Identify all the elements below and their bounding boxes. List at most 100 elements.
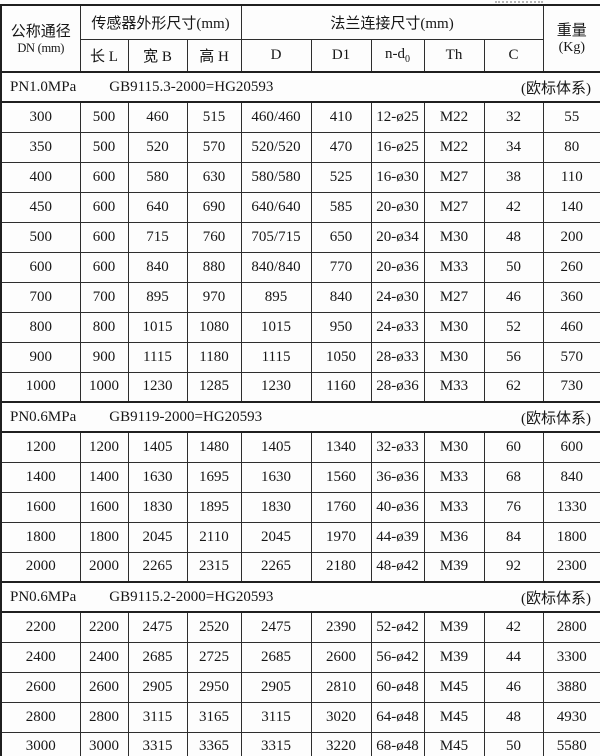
cell-b: 2045 (127, 521, 188, 553)
section-header-row: PN0.6MPa GB9119-2000=HG20593 (欧标体系) (0, 401, 600, 433)
cell-c: 76 (483, 491, 544, 523)
pressure-rating-label: PN0.6MPa (10, 408, 77, 425)
table-row: 1200 1200 1405 1480 1405 1340 32-ø33 M30 60 600 (0, 431, 600, 463)
cell-h: 1895 (186, 491, 242, 523)
cell-l: 2600 (79, 671, 129, 703)
table-row: 400 600 580 630 580/580 525 16-ø30 M27 38 110 (0, 161, 600, 193)
cell-dn: 700 (0, 281, 81, 313)
standard-code-label: GB9119-2000=HG20593 (109, 408, 263, 425)
cell-th: M22 (423, 131, 485, 163)
cell-d1: 2180 (310, 551, 372, 583)
cell-l: 600 (79, 191, 129, 223)
cell-d: 705/715 (240, 221, 312, 253)
cell-b: 1015 (127, 311, 188, 343)
cell-d1: 470 (310, 131, 372, 163)
cell-nd0: 24-ø33 (370, 311, 425, 343)
cell-th: M30 (423, 341, 485, 373)
cell-d: 580/580 (240, 161, 312, 193)
cell-b: 2905 (127, 671, 188, 703)
cell-dn: 2200 (0, 611, 81, 643)
col-group-sensor-dimensions: 传感器外形尺寸(mm) (79, 4, 242, 40)
cell-kg: 570 (542, 341, 600, 373)
cell-d1: 3020 (310, 701, 372, 733)
cell-b: 715 (127, 221, 188, 253)
cell-kg: 110 (542, 161, 600, 193)
table-header: 公称通径 DN (mm) 传感器外形尺寸(mm) 法兰连接尺寸(mm) 重量 (… (0, 4, 600, 73)
table-row: 600 600 840 880 840/840 770 20-ø36 M33 50 260 (0, 251, 600, 283)
table-row: 700 700 895 970 895 840 24-ø30 M27 46 360 (0, 281, 600, 313)
cell-th: M30 (423, 431, 485, 463)
cell-b: 1115 (127, 341, 188, 373)
section-header-row: PN0.6MPa GB9115.2-2000=HG20593 (欧标体系) (0, 581, 600, 613)
cell-d: 2265 (240, 551, 312, 583)
cell-nd0: 64-ø48 (370, 701, 425, 733)
dn-unit: DN (mm) (17, 40, 65, 55)
cell-th: M39 (423, 611, 485, 643)
cell-d: 895 (240, 281, 312, 313)
cell-c: 52 (483, 311, 544, 343)
section-header-row: PN1.0MPa GB9115.3-2000=HG20593 (欧标体系) (0, 71, 600, 103)
cell-kg: 600 (542, 431, 600, 463)
cell-dn: 500 (0, 221, 81, 253)
cell-kg: 1330 (542, 491, 600, 523)
cell-c: 84 (483, 521, 544, 553)
cell-nd0: 20-ø34 (370, 221, 425, 253)
cell-d1: 650 (310, 221, 372, 253)
cell-h: 1285 (186, 371, 242, 403)
cell-nd0: 12-ø25 (370, 101, 425, 133)
weight-unit: (Kg) (558, 40, 586, 55)
cell-d1: 1050 (310, 341, 372, 373)
cell-h: 2725 (186, 641, 242, 673)
col-header-d1: D1 (310, 38, 372, 73)
cell-b: 1405 (127, 431, 188, 463)
cell-nd0: 40-ø36 (370, 491, 425, 523)
cell-dn: 3000 (0, 731, 81, 756)
table-row: 800 800 1015 1080 1015 950 24-ø33 M30 52 460 (0, 311, 600, 343)
table-row: 300 500 460 515 460/460 410 12-ø25 M22 32 55 (0, 101, 600, 133)
cell-nd0: 52-ø42 (370, 611, 425, 643)
cell-c: 48 (483, 221, 544, 253)
table-row: 2400 2400 2685 2725 2685 2600 56-ø42 M39 44 3300 (0, 641, 600, 673)
cell-b: 1230 (127, 371, 188, 403)
cell-c: 50 (483, 251, 544, 283)
col-header-length: 长 L (79, 38, 129, 73)
cell-d1: 1560 (310, 461, 372, 493)
table-row: 1800 1800 2045 2110 2045 1970 44-ø39 M36 84 1800 (0, 521, 600, 553)
cell-c: 42 (483, 191, 544, 223)
cell-th: M33 (423, 461, 485, 493)
cell-d1: 1340 (310, 431, 372, 463)
cell-d1: 1160 (310, 371, 372, 403)
cell-d1: 2390 (310, 611, 372, 643)
standard-code-label: GB9115.3-2000=HG20593 (109, 78, 274, 95)
col-header-c: C (483, 38, 544, 73)
cell-d1: 840 (310, 281, 372, 313)
cell-nd0: 28-ø33 (370, 341, 425, 373)
cell-d: 2475 (240, 611, 312, 643)
table-row: 2600 2600 2905 2950 2905 2810 60-ø48 M45 46 3880 (0, 671, 600, 703)
cell-b: 895 (127, 281, 188, 313)
cell-b: 3315 (127, 731, 188, 756)
cell-h: 880 (186, 251, 242, 283)
cell-d1: 2810 (310, 671, 372, 703)
col-header-th: Th (423, 38, 485, 73)
flange-dimension-table: 公称通径 DN (mm) 传感器外形尺寸(mm) 法兰连接尺寸(mm) 重量 (… (0, 4, 600, 756)
scan-artifact (495, 1, 543, 3)
cell-d1: 525 (310, 161, 372, 193)
cell-th: M36 (423, 521, 485, 553)
dn-title: 公称通径 (10, 23, 71, 40)
cell-l: 1800 (79, 521, 129, 553)
cell-kg: 360 (542, 281, 600, 313)
cell-d: 2905 (240, 671, 312, 703)
cell-dn: 300 (0, 101, 81, 133)
table-row: 1400 1400 1630 1695 1630 1560 36-ø36 M33 68 840 (0, 461, 600, 493)
cell-l: 500 (79, 101, 129, 133)
cell-h: 970 (186, 281, 242, 313)
cell-l: 600 (79, 251, 129, 283)
cell-b: 3115 (127, 701, 188, 733)
cell-dn: 2800 (0, 701, 81, 733)
table-row: 3000 3000 3315 3365 3315 3220 68-ø48 M45 50 5580 (0, 731, 600, 756)
table-row: 2800 2800 3115 3165 3115 3020 64-ø48 M45 48 4930 (0, 701, 600, 733)
cell-c: 38 (483, 161, 544, 193)
cell-kg: 55 (542, 101, 600, 133)
table-row: 500 600 715 760 705/715 650 20-ø34 M30 48 200 (0, 221, 600, 253)
